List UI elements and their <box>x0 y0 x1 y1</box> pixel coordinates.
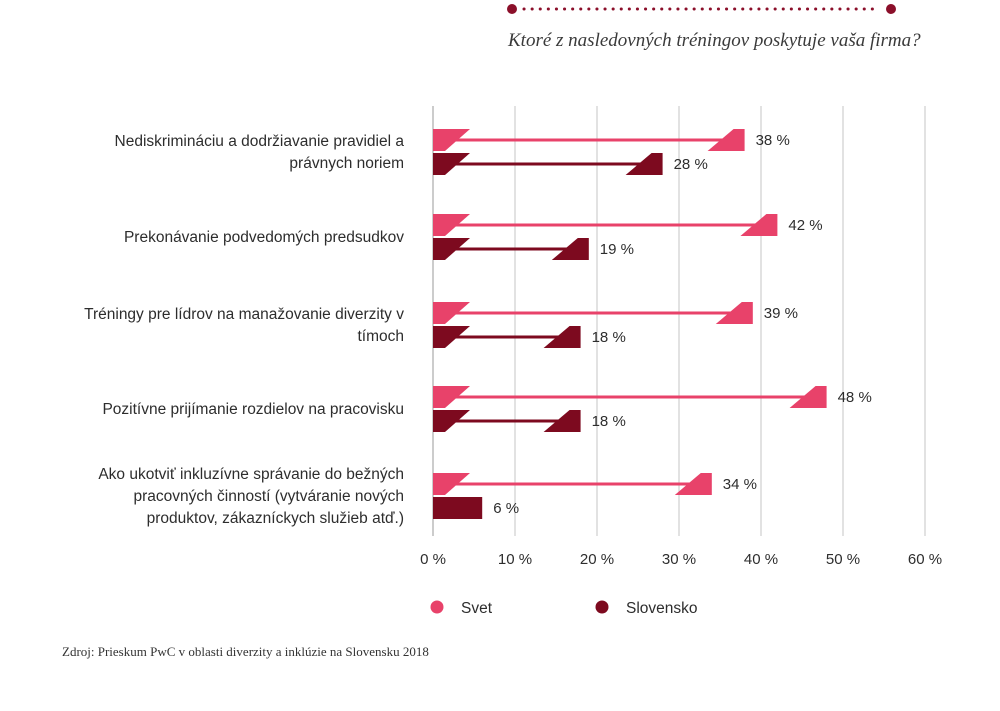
legend-svet: Svet <box>430 600 493 617</box>
x-tick-label: 60 % <box>908 551 942 568</box>
bar-svet-start <box>433 473 470 495</box>
bar-svet-value-label: 48 % <box>838 389 872 406</box>
bar-slovensko-start <box>433 326 470 348</box>
category-label: Tréningy pre lídrov na manažovanie diver… <box>84 306 404 323</box>
chart-question: Ktoré z nasledovných tréningov poskytuje… <box>508 30 921 51</box>
category-label: Ako ukotviť inkluzívne správanie do bežn… <box>98 466 404 483</box>
bar-slovensko-line <box>453 247 569 251</box>
bar-svet-end <box>674 473 712 495</box>
category-label: Pozitívne prijímanie rozdielov na pracov… <box>102 401 404 418</box>
x-tick-labels: 0 % 10 % 20 % 30 % 40 % 50 % 60 % <box>420 551 942 568</box>
bar-slovensko-end <box>543 326 581 348</box>
bar-svet: 48 % <box>433 386 872 408</box>
bar-slovensko: 18 % <box>433 326 626 348</box>
bar-svet: 42 % <box>433 214 823 236</box>
category-labels: Nediskrimináciu a dodržiavanie pravidiel… <box>84 133 404 527</box>
bar-svet-start <box>433 386 470 408</box>
bar-slovensko-value-label: 6 % <box>493 500 519 517</box>
bar-svet: 34 % <box>433 473 757 495</box>
gridlines <box>432 106 926 536</box>
bar-slovensko-value-label: 18 % <box>592 413 626 430</box>
bar-slovensko-line <box>453 162 643 166</box>
bar-slovensko-rect <box>433 497 483 519</box>
legend-svet-swatch <box>430 600 444 614</box>
bar-svet-line <box>453 138 725 142</box>
bar-svet: 39 % <box>433 302 798 324</box>
bar-svet-end <box>707 129 745 151</box>
bar-svet-value-label: 34 % <box>723 476 757 493</box>
header-dot-right <box>886 4 896 14</box>
category-label: pracovných činností (vytváranie nových <box>133 488 404 505</box>
bar-svet-start <box>433 302 470 324</box>
bar-svet-end <box>715 302 753 324</box>
bar-slovensko-value-label: 28 % <box>674 156 708 173</box>
bar-svet-end <box>740 214 778 236</box>
bar-slovensko-end <box>625 153 663 175</box>
bars: 38 % 28 % 42 % 19 % 39 % 18 % 48 % 18 % 34 % 6 % <box>433 129 872 519</box>
legend: Svet Slovensko <box>430 600 698 617</box>
category-label: právnych noriem <box>289 155 404 172</box>
bar-slovensko-end <box>543 410 581 432</box>
x-tick-label: 10 % <box>498 551 532 568</box>
bar-svet-value-label: 42 % <box>788 217 822 234</box>
legend-slovensko-swatch <box>595 600 609 614</box>
bar-svet-end <box>789 386 827 408</box>
legend-slovensko-label: Slovensko <box>626 600 698 617</box>
bar-svet-start <box>433 214 470 236</box>
bar-svet-start <box>433 129 470 151</box>
x-tick-label: 50 % <box>826 551 860 568</box>
category-label: produktov, zákazníckych služieb atď.) <box>147 510 404 527</box>
bar-slovensko-start <box>433 410 470 432</box>
bar-slovensko: 28 % <box>433 153 708 175</box>
bar-svet-value-label: 38 % <box>756 132 790 149</box>
bar-svet-line <box>453 311 733 315</box>
category-label: Nediskrimináciu a dodržiavanie pravidiel… <box>115 133 405 150</box>
x-tick-label: 20 % <box>580 551 614 568</box>
bar-slovensko-line <box>453 335 561 339</box>
bar-slovensko-start <box>433 238 470 260</box>
legend-slovensko: Slovensko <box>595 600 698 617</box>
header-decor <box>507 4 896 14</box>
bar-slovensko-start <box>433 153 470 175</box>
x-tick-label: 0 % <box>420 551 446 568</box>
legend-svet-label: Svet <box>461 600 493 617</box>
bar-slovensko: 18 % <box>433 410 626 432</box>
source-note: Zdroj: Prieskum PwC v oblasti diverzity … <box>62 644 429 659</box>
bar-slovensko-end <box>551 238 589 260</box>
bar-svet-value-label: 39 % <box>764 305 798 322</box>
x-tick-label: 40 % <box>744 551 778 568</box>
category-label: tímoch <box>357 328 404 345</box>
bar-svet-line <box>453 395 807 399</box>
bar-slovensko: 19 % <box>433 238 634 260</box>
header-dot-left <box>507 4 517 14</box>
bar-svet-line <box>453 223 758 227</box>
bar-svet: 38 % <box>433 129 790 151</box>
category-label: Prekonávanie podvedomých predsudkov <box>124 229 404 246</box>
bar-slovensko-value-label: 19 % <box>600 241 634 258</box>
bar-svet-line <box>453 482 692 486</box>
x-tick-label: 30 % <box>662 551 696 568</box>
bar-slovensko-value-label: 18 % <box>592 329 626 346</box>
bar-slovensko-line <box>453 419 561 423</box>
bar-slovensko: 6 % <box>433 497 519 519</box>
